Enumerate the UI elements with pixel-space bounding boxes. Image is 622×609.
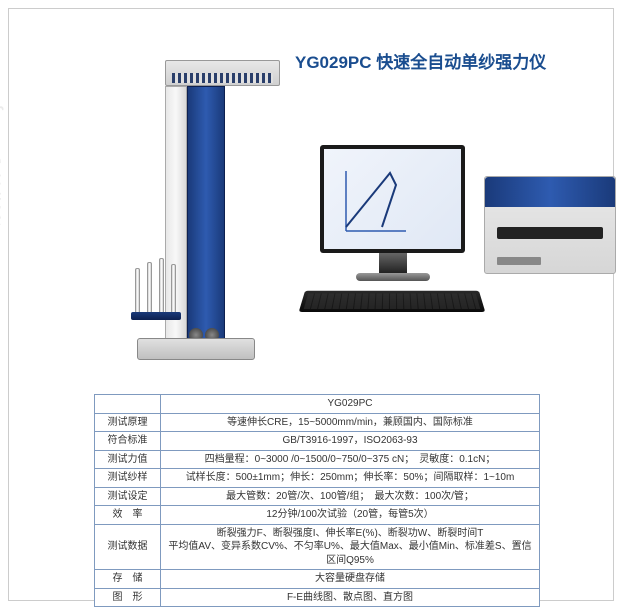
cell-label: 存 储 (95, 570, 161, 589)
table-row: 存 储 大容量硬盘存储 (95, 570, 540, 589)
table-row: 测试纱样 试样长度：500±1mm；伸长：250mm；伸长率：50%；间隔取样：… (95, 469, 540, 488)
table-row: 符合标准 GB/T3916-1997，ISO2063-93 (95, 432, 540, 451)
cell-value: 试样长度：500±1mm；伸长：250mm；伸长率：50%；间隔取样：1~10m (161, 469, 540, 488)
sample-rack (135, 248, 183, 320)
table-row: 测试力值 四档量程：0~3000 /0~1500/0~750/0~375 cN；… (95, 450, 540, 469)
instrument-head-slots (172, 73, 273, 83)
cell-label: 效 率 (95, 506, 161, 525)
table-row: 测试设定 最大管数：20管/次、100管/组； 最大次数：100次/管； (95, 487, 540, 506)
monitor-base (356, 273, 430, 281)
control-box-slot (497, 227, 603, 239)
cell-label: 符合标准 (95, 432, 161, 451)
cell-label: 测试纱样 (95, 469, 161, 488)
control-box (484, 176, 616, 274)
cell-label: 测试设定 (95, 487, 161, 506)
yarn-tester-instrument (165, 60, 280, 360)
instrument-head (165, 60, 280, 86)
table-row: 效 率 12分钟/100次试验（20管，每管5次） (95, 506, 540, 525)
equipment-scene (30, 40, 590, 380)
table-row: 测试原理 等速伸长CRE，15~5000mm/min，兼顾国内、国际标准 (95, 413, 540, 432)
computer-monitor (320, 145, 465, 281)
control-box-top (485, 177, 615, 207)
sample-rod (159, 258, 164, 314)
instrument-base (137, 338, 255, 360)
monitor-stand (379, 253, 407, 273)
spec-table: YG029PC 测试原理 等速伸长CRE，15~5000mm/min，兼顾国内、… (94, 394, 540, 607)
cell-label: 测试原理 (95, 413, 161, 432)
cell-value: 12分钟/100次试验（20管，每管5次） (161, 506, 540, 525)
control-box-drive (497, 257, 541, 265)
cell-value: F-E曲线图、散点图、直方图 (161, 588, 540, 607)
spec-table-container: YG029PC 测试原理 等速伸长CRE，15~5000mm/min，兼顾国内、… (94, 394, 540, 607)
watermark: 废旧网 Feijiu.net (0, 36, 6, 225)
cell-empty (95, 395, 161, 414)
cell-label: 测试数据 (95, 524, 161, 570)
cell-value: 大容量硬盘存储 (161, 570, 540, 589)
cell-value: 等速伸长CRE，15~5000mm/min，兼顾国内、国际标准 (161, 413, 540, 432)
table-row-model: YG029PC (95, 395, 540, 414)
cell-value: 断裂强力F、断裂强度I、伸长率E(%)、断裂功W、断裂时间T 平均值AV、变异系… (161, 524, 540, 570)
cell-value: GB/T3916-1997，ISO2063-93 (161, 432, 540, 451)
cell-label: 图 形 (95, 588, 161, 607)
cell-model: YG029PC (161, 395, 540, 414)
monitor-display (324, 149, 461, 249)
cell-label: 测试力值 (95, 450, 161, 469)
monitor-bezel (320, 145, 465, 253)
keyboard (299, 291, 486, 312)
sample-rod (171, 264, 176, 314)
cell-value: 四档量程：0~3000 /0~1500/0~750/0~375 cN； 灵敏度：… (161, 450, 540, 469)
cell-value: 最大管数：20管/次、100管/组； 最大次数：100次/管； (161, 487, 540, 506)
sample-rod (135, 268, 140, 314)
graph-icon (342, 167, 410, 235)
table-row: 图 形 F-E曲线图、散点图、直方图 (95, 588, 540, 607)
instrument-column (187, 86, 225, 346)
table-row: 测试数据 断裂强力F、断裂强度I、伸长率E(%)、断裂功W、断裂时间T 平均值A… (95, 524, 540, 570)
sample-tray (131, 312, 181, 320)
sample-rod (147, 262, 152, 314)
